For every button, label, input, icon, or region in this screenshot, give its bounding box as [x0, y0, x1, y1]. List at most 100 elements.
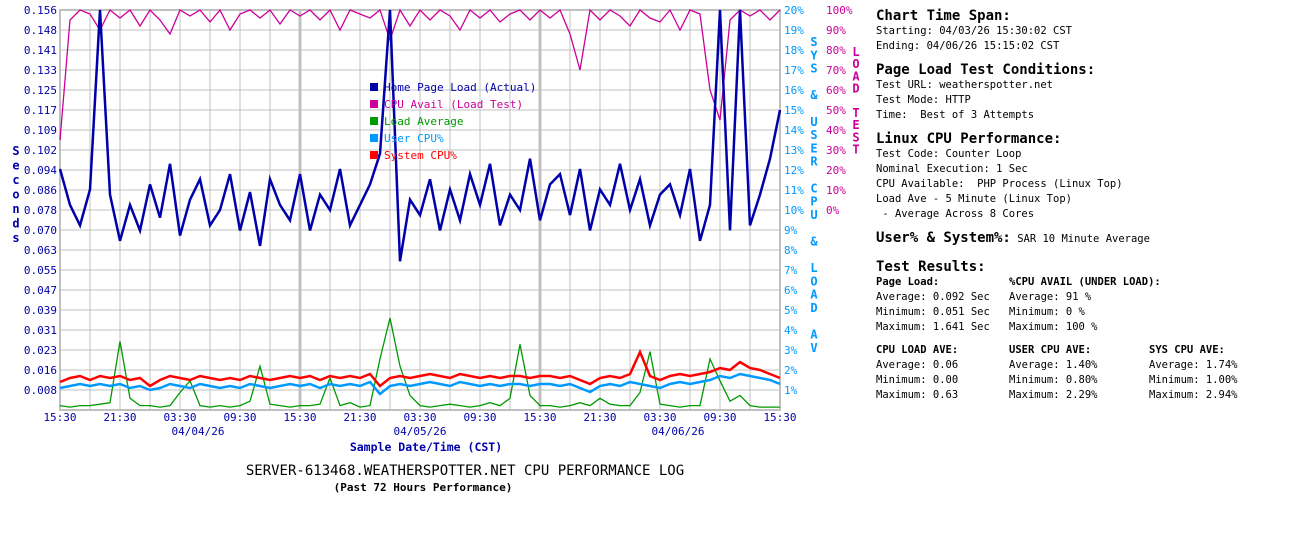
y-tick-label: 0.031	[24, 324, 57, 337]
test-code: Test Code: Counter Loop	[876, 148, 1022, 160]
y3-tick-label: 60%	[826, 84, 846, 97]
y2-tick-label: 9%	[784, 224, 798, 237]
y2-tick-label: 14%	[784, 124, 804, 137]
y-tick-label: 0.008	[24, 384, 57, 397]
sys-cpu-maximum: Maximum: 2.94%	[1149, 389, 1238, 401]
x-date-label: 04/04/26	[172, 425, 225, 438]
y3-tick-label: 10%	[826, 184, 846, 197]
sys-cpu-minimum: Minimum: 1.00%	[1149, 374, 1238, 386]
y-tick-label: 0.039	[24, 304, 57, 317]
y3-tick-label: 50%	[826, 104, 846, 117]
y2-axis-label-char: S	[810, 35, 817, 49]
results-heading: Test Results:	[876, 259, 986, 275]
cpu-load-average: Average: 0.06	[876, 359, 959, 371]
y-tick-label: 0.125	[24, 84, 57, 97]
y-tick-label: 0.055	[24, 264, 57, 277]
y2-tick-label: 15%	[784, 104, 804, 117]
legend-label: CPU Avail (Load Test)	[384, 98, 523, 111]
user-cpu-heading: USER CPU AVE:	[1009, 344, 1092, 356]
chart-legend: Home Page Load (Actual) CPU Avail (Load T…	[370, 81, 536, 162]
legend-swatch	[370, 100, 378, 108]
series-line-user-cpu-	[59, 372, 781, 396]
y-tick-label: 0.141	[24, 44, 57, 57]
x-axis-label: Sample Date/Time (CST)	[350, 440, 502, 454]
y2-axis-label-char: E	[810, 141, 817, 155]
y-tick-label: 0.109	[24, 124, 57, 137]
x-date-label: 04/06/26	[652, 425, 705, 438]
info-panel: Chart Time Span: Starting: 04/03/26 15:3…	[876, 8, 1296, 403]
x-tick-label: 21:30	[583, 411, 616, 424]
legend-swatch	[370, 117, 378, 125]
y2-tick-label: 5%	[784, 304, 798, 317]
x-tick-label: 09:30	[223, 411, 256, 424]
usersys-note: SAR 10 Minute Average	[1017, 233, 1150, 245]
y2-axis-label-char: L	[810, 261, 817, 275]
y3-axis-label-char: O	[852, 57, 859, 71]
cpu-avail-heading: %CPU AVAIL (UNDER LOAD):	[1009, 276, 1161, 288]
x-tick-label: 09:30	[703, 411, 736, 424]
y-tick-label: 0.133	[24, 64, 57, 77]
y2-tick-label: 20%	[784, 4, 804, 17]
x-date-label: 04/05/26	[394, 425, 447, 438]
y2-tick-label: 11%	[784, 184, 804, 197]
series-line-load-average	[59, 317, 780, 408]
x-tick-label: 03:30	[403, 411, 436, 424]
cpu-avail-average: Average: 91 %	[1009, 291, 1092, 303]
y-tick-label: 0.117	[24, 104, 57, 117]
y-tick-label: 0.016	[24, 364, 57, 377]
y3-tick-label: 90%	[826, 24, 846, 37]
y2-axis-label-char: S	[810, 62, 817, 76]
legend-swatch	[370, 151, 378, 159]
y3-tick-label: 80%	[826, 44, 846, 57]
y-tick-label: 0.156	[24, 4, 57, 17]
y2-axis-label-char: &	[810, 88, 818, 102]
cpu-load-heading: CPU LOAD AVE:	[876, 344, 959, 356]
y-tick-label: 0.047	[24, 284, 57, 297]
y2-tick-label: 6%	[784, 284, 798, 297]
y-tick-label: 0.148	[24, 24, 57, 37]
y3-axis-label-char: D	[852, 82, 859, 96]
y2-axis-label-char: V	[810, 341, 817, 355]
sys-cpu-heading: SYS CPU AVE:	[1149, 344, 1225, 356]
series-line-system-cpu-	[59, 348, 781, 388]
legend-label: Load Average	[384, 115, 463, 128]
series-line-home-page-load-actual-	[58, 9, 782, 262]
cpu-avail-maximum: Maximum: 100 %	[1009, 321, 1098, 333]
x-tick-label: 03:30	[643, 411, 676, 424]
results-bottom: CPU LOAD AVE: USER CPU AVE: SYS CPU AVE:…	[876, 343, 1296, 403]
y2-axis-label-char: U	[810, 115, 817, 129]
cpu-available: CPU Available: PHP Process (Linux Top)	[876, 178, 1123, 190]
y3-tick-label: 30%	[826, 144, 846, 157]
start-time: Starting: 04/03/26 15:30:02 CST	[876, 25, 1072, 37]
cpu-load-maximum: Maximum: 0.63	[876, 389, 959, 401]
y2-tick-label: 18%	[784, 44, 804, 57]
y2-axis-label-char: P	[810, 195, 817, 209]
y2-tick-label: 4%	[784, 324, 798, 337]
y3-tick-label: 40%	[826, 124, 846, 137]
user-cpu-minimum: Minimum: 0.80%	[1009, 374, 1098, 386]
y-tick-label: 0.086	[24, 184, 57, 197]
y2-tick-label: 10%	[784, 204, 804, 217]
legend-label: User CPU%	[384, 132, 444, 145]
usersys-heading: User% & System%:	[876, 230, 1011, 246]
y-axis-label-char: n	[12, 202, 19, 216]
y2-axis-label-char: A	[810, 288, 818, 302]
y3-axis-label-char: S	[852, 130, 859, 144]
y2-axis-label-char: C	[810, 181, 817, 195]
legend-swatch	[370, 134, 378, 142]
y2-tick-label: 1%	[784, 384, 798, 397]
load-ave-note: - Average Across 8 Cores	[876, 208, 1035, 220]
x-tick-label: 15:30	[283, 411, 316, 424]
y3-axis-label-char: T	[852, 106, 859, 120]
y3-tick-label: 0%	[826, 204, 840, 217]
y3-tick-label: 100%	[826, 4, 853, 17]
y2-tick-label: 16%	[784, 84, 804, 97]
end-time: Ending: 04/06/26 15:15:02 CST	[876, 40, 1060, 52]
x-tick-label: 09:30	[463, 411, 496, 424]
y3-axis-label-char: E	[852, 118, 859, 132]
y2-axis-label-char: R	[810, 155, 818, 169]
page-load-minimum: Minimum: 0.051 Sec	[876, 306, 990, 318]
y2-tick-label: 17%	[784, 64, 804, 77]
cpu-performance-chart: 0.156 0.148 0.141 0.133 0.125 0.117 0.109 0.102…	[12, 4, 860, 494]
y2-tick-label: 2%	[784, 364, 798, 377]
